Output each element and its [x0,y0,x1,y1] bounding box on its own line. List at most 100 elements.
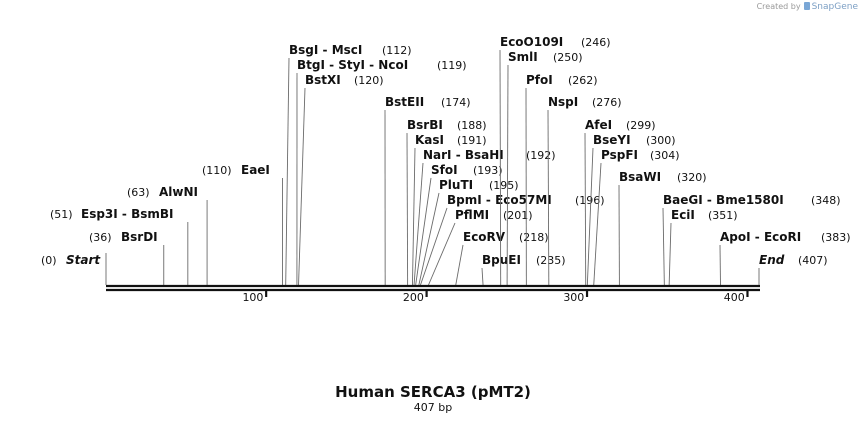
name-separator: - [118,207,131,221]
enzyme-site[interactable]: BpuEI (235) [481,253,566,286]
enzyme-site[interactable]: BstEII (174) [384,95,471,286]
enzyme-name-part: PflMI [455,208,489,222]
credit-brand: SnapGene [811,2,858,12]
cut-position: (110) [202,164,232,177]
name-separator: - [325,58,338,72]
restriction-map: BsrDI (36) Esp3I - BsmBI (51) AlwNI (63) EaeI (… [41,35,851,304]
enzyme-site[interactable]: BsrDI (36) [89,230,165,285]
cut-position: (383) [821,231,851,244]
enzyme-name: NspI [548,95,578,109]
enzyme-name-part: EcoRV [463,230,506,244]
enzyme-site[interactable]: PluTI (195) [418,178,519,286]
start-position: (0) [41,254,57,267]
enzyme-site[interactable]: PflMI (201) [428,208,533,286]
cut-site-line [662,207,665,286]
ruler: 100 200 300 400 [242,291,749,304]
enzyme-site[interactable]: EciI (351) [668,208,738,286]
cut-position: (119) [437,59,467,72]
enzyme-name-part: NspI [548,95,578,109]
enzyme-site[interactable]: Esp3I - BsmBI (51) [50,207,189,285]
cut-position: (351) [708,209,738,222]
name-separator: - [482,193,495,207]
enzyme-name: BstEII [385,95,424,109]
enzyme-name-part: Bme1580I [716,193,784,207]
enzyme-name-part: KasI [415,133,444,147]
enzyme-name: BpmI - Eco57MI [447,193,552,207]
site-layer: BsrDI (36) Esp3I - BsmBI (51) AlwNI (63) EaeI (… [50,35,851,286]
end-label: End [759,253,785,267]
enzyme-name: ApoI - EcoRI [720,230,801,244]
snapgene-logo-icon [803,2,810,10]
cut-site-line [547,109,550,286]
enzyme-site[interactable]: BpmI - Eco57MI (196) [420,193,605,286]
enzyme-site[interactable]: NspI (276) [547,95,622,286]
cut-site-line [428,222,456,286]
enzyme-name-part: PluTI [439,178,473,192]
cut-position: (120) [354,74,384,87]
enzyme-site[interactable]: PspFI (304) [593,148,680,286]
enzyme-name-part: Eco57MI [495,193,552,207]
enzyme-site[interactable]: BsaWI (320) [618,170,707,286]
name-separator: - [452,148,465,162]
enzyme-name-part: BsmBI [131,207,173,221]
enzyme-site[interactable]: ApoI - EcoRI (383) [719,230,851,286]
enzyme-site[interactable]: BseYI (300) [586,133,676,286]
enzyme-site[interactable]: BaeGI - Bme1580I (348) [662,193,841,286]
name-separator: - [751,230,764,244]
cut-position: (195) [489,179,519,192]
cut-position: (300) [646,134,676,147]
enzyme-site[interactable]: AlwNI (63) [127,185,208,285]
cut-site-line [420,207,448,286]
cut-position: (196) [575,194,605,207]
enzyme-site[interactable]: AfeI (299) [584,118,656,286]
cut-position: (348) [811,194,841,207]
enzyme-name: BaeGI - Bme1580I [663,193,784,207]
enzyme-name: PfoI [526,73,553,87]
enzyme-site[interactable]: BstXI (120) [298,73,384,286]
ruler-tick: 400 [724,291,749,304]
name-separator: - [365,58,378,72]
enzyme-site[interactable]: BtgI - StyI - NcoI (119) [296,58,467,286]
cut-site-line [668,222,672,286]
enzyme-name-part: BpuEI [482,253,521,267]
cut-site-line [285,57,290,286]
enzyme-name-part: BsgI [289,43,318,57]
enzyme-site[interactable]: EcoO109I (246) [499,35,611,286]
map-title: Human SERCA3 (pMT2) [335,383,531,401]
enzyme-name: BsrBI [407,118,443,132]
enzyme-name: AlwNI [159,185,198,199]
enzyme-site[interactable]: BsgI - MscI (112) [285,43,412,286]
cut-site-line [406,132,409,286]
enzyme-site[interactable]: SfoI (193) [415,163,503,286]
start-label: Start [66,253,101,267]
end-marker: End (407) [758,253,828,285]
cut-position: (235) [536,254,566,267]
enzyme-name-part: NarI [423,148,452,162]
enzyme-site[interactable]: BsrBI (188) [406,118,487,286]
sequence-length: 407 bp [413,401,453,414]
cut-position: (201) [503,209,533,222]
enzyme-name: SmlI [508,50,538,64]
enzyme-name-part: BtgI [297,58,325,72]
enzyme-site[interactable]: SmlI (250) [506,50,583,286]
cut-position: (191) [457,134,487,147]
enzyme-name-part: BsaWI [619,170,661,184]
enzyme-name-part: EciI [671,208,695,222]
enzyme-name: AfeI [585,118,612,132]
enzyme-name-part: StyI [338,58,365,72]
cut-position: (63) [127,186,150,199]
cut-position: (262) [568,74,598,87]
enzyme-name: EcoRV [463,230,506,244]
cut-position: (276) [592,96,622,109]
enzyme-name-part: PfoI [526,73,553,87]
cut-site-line [584,132,587,286]
enzyme-name: EciI [671,208,695,222]
enzyme-name: EaeI [241,163,270,177]
enzyme-name-part: ApoI [720,230,751,244]
enzyme-name-part: MscI [332,43,363,57]
enzyme-site[interactable]: PfoI (262) [525,73,598,286]
enzyme-name-part: EaeI [241,163,270,177]
enzyme-site[interactable]: KasI (191) [411,133,487,286]
enzyme-site[interactable]: EaeI (110) [202,163,283,285]
sequence-backbone [106,284,760,292]
